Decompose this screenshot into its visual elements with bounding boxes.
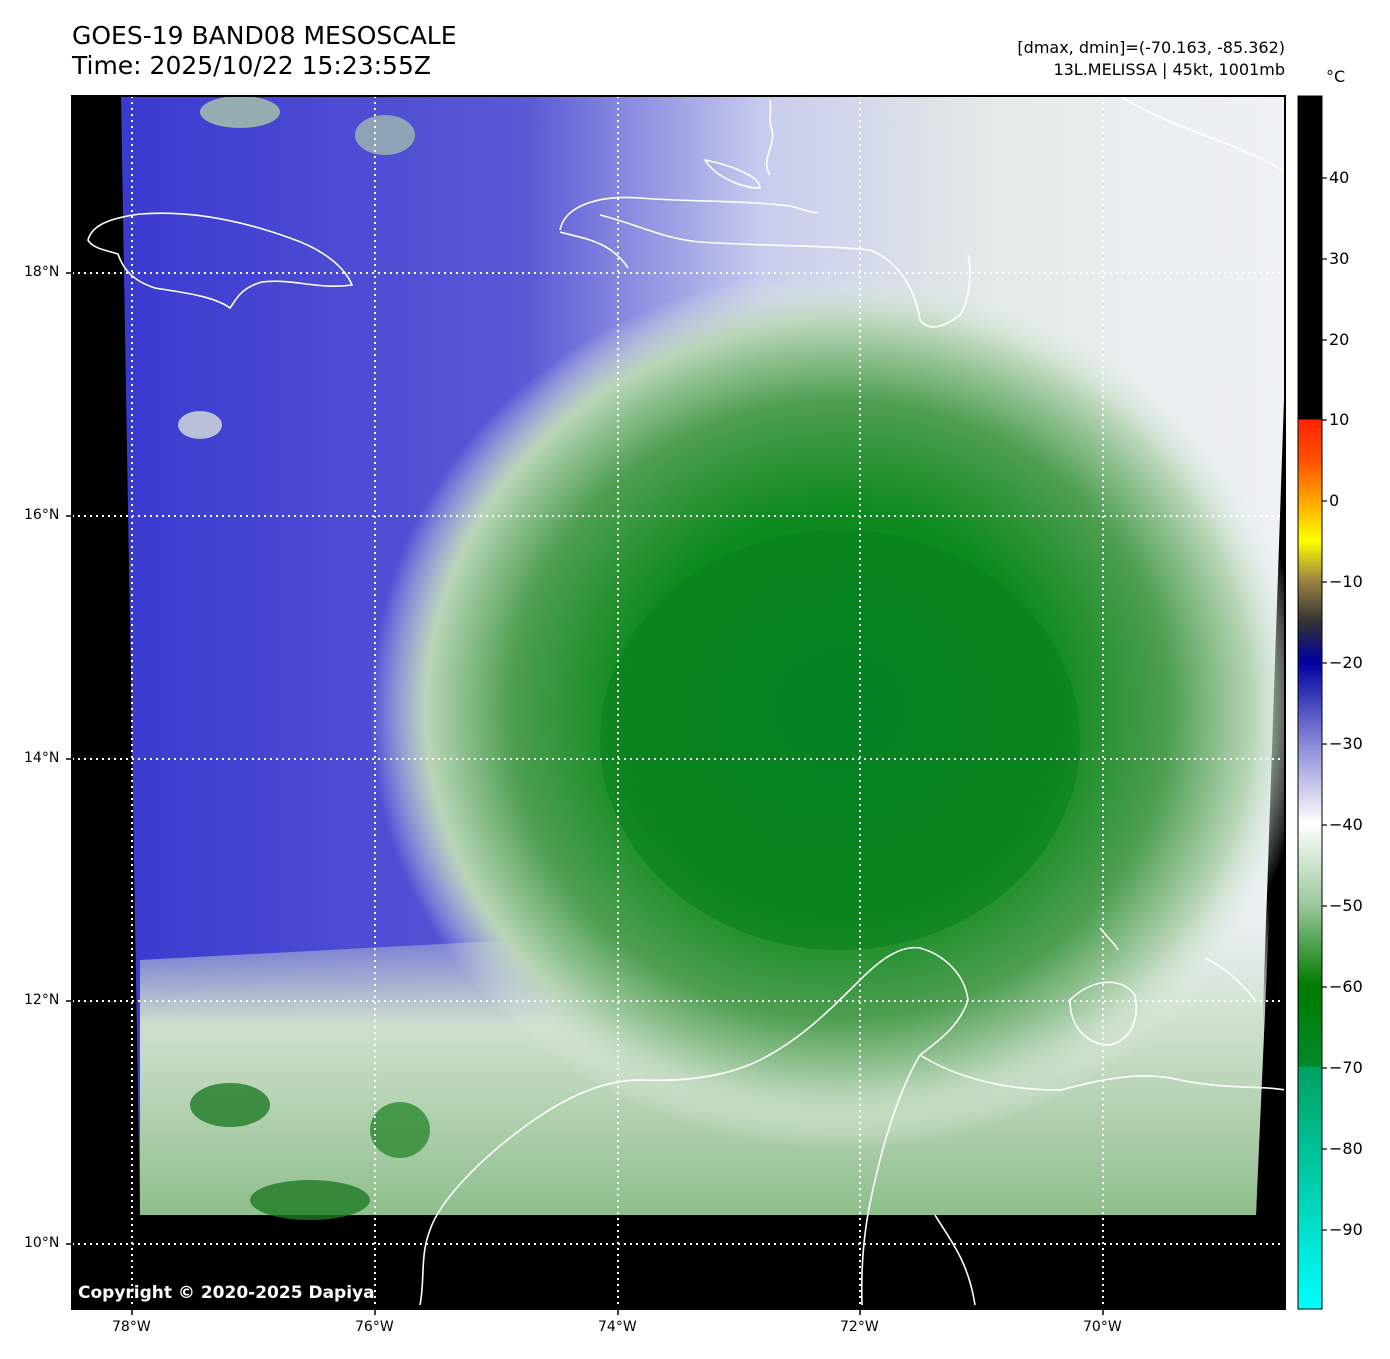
lat-label: 18°N (24, 264, 60, 280)
data-range: [dmax, dmin]=(-70.163, -85.362) (1017, 38, 1285, 57)
cloud-patch (178, 411, 222, 439)
colorbar-label: −20 (1329, 653, 1363, 672)
cloud-patch (250, 1180, 370, 1220)
lat-label: 14°N (24, 750, 60, 766)
colorbar-label: −40 (1329, 815, 1363, 834)
colorbar-label: 30 (1329, 249, 1350, 268)
lon-label: 70°W (1083, 1319, 1122, 1335)
colorbar-label: 0 (1329, 491, 1340, 510)
lon-label: 76°W (355, 1319, 394, 1335)
map-time: Time: 2025/10/22 15:23:55Z (72, 51, 431, 80)
graticule (72, 96, 1285, 1309)
colorbar-label: −30 (1329, 734, 1363, 753)
lon-label: 78°W (112, 1319, 151, 1335)
axis-ticks (66, 272, 1104, 1315)
lon-label: 72°W (840, 1319, 879, 1335)
hispaniola-coastline (559, 196, 971, 328)
map-frame (71, 95, 1286, 1310)
colorbar-ticks (1322, 177, 1327, 1231)
cloud-patch (355, 115, 415, 155)
colorbar-label: −70 (1329, 1058, 1363, 1077)
lat-label: 12°N (24, 992, 60, 1008)
colorbar-label: −60 (1329, 977, 1363, 996)
venezuela-coastline (919, 1054, 1285, 1091)
colombia-venezuela-coastline (419, 946, 969, 1306)
copyright-notice: Copyright © 2020-2025 Dapiya (78, 1283, 375, 1303)
cloud-patch (370, 1102, 430, 1158)
storm-info: 13L.MELISSA | 45kt, 1001mb (1053, 60, 1285, 79)
colorbar-label: −10 (1329, 572, 1363, 591)
lon-label: 74°W (598, 1319, 637, 1335)
storm-core (600, 530, 1080, 950)
lat-label: 16°N (24, 507, 60, 523)
colorbar-label: 40 (1329, 168, 1350, 187)
jamaica-coastline (87, 212, 354, 310)
paraguana-peninsula (1069, 981, 1137, 1046)
maracaibo-coastline (934, 1214, 976, 1306)
puerto-rico-coastline (1119, 96, 1285, 173)
lat-label: 10°N (24, 1235, 60, 1251)
cloud-patch (200, 96, 280, 128)
colorbar-label: −50 (1329, 896, 1363, 915)
colorbar-label: −80 (1329, 1139, 1363, 1158)
colorbar-label: 20 (1329, 330, 1350, 349)
gonave-island (703, 158, 761, 189)
colorbar-label: −90 (1329, 1220, 1363, 1239)
cloud-patch (190, 1083, 270, 1127)
colorbar-label: 10 (1329, 410, 1350, 429)
curacao-coastline (1204, 957, 1256, 1001)
map-title: GOES-19 BAND08 MESOSCALE (72, 21, 457, 50)
colorbar (1297, 95, 1323, 1310)
colorbar-unit: °C (1326, 67, 1346, 86)
cuba-coastline (765, 99, 774, 176)
coastlines (87, 96, 1285, 1306)
